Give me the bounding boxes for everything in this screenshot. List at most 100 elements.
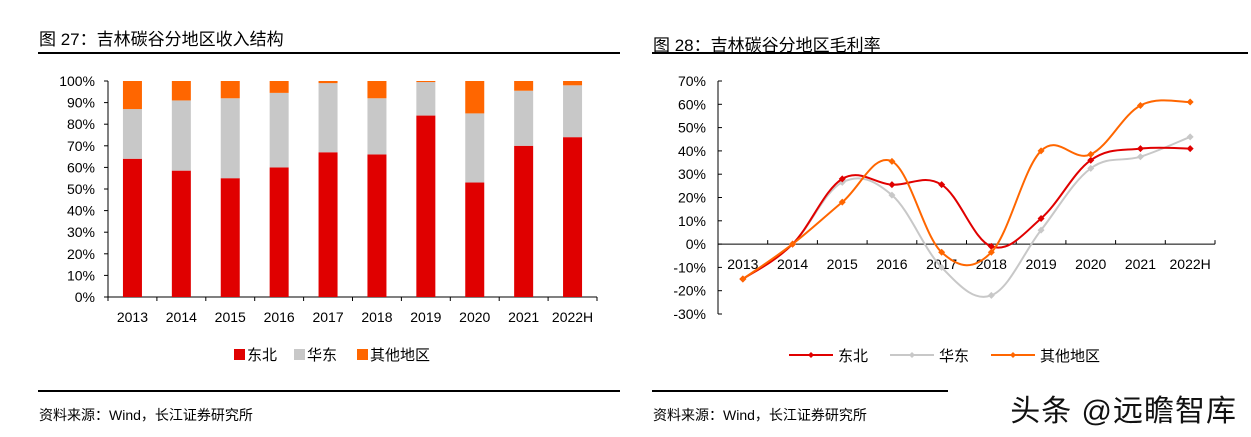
bar-northeast	[171, 170, 191, 297]
x-tick-label: 2014	[166, 309, 197, 325]
legend-marker	[909, 352, 915, 358]
y-tick-label: 50%	[67, 181, 95, 197]
x-tick-label: 2016	[264, 309, 295, 325]
legend-marker	[808, 352, 814, 358]
bar-northeast	[220, 178, 240, 297]
marker-northeast	[1186, 145, 1194, 153]
bar-east	[416, 82, 436, 116]
marker-east	[987, 291, 995, 299]
bar-east	[563, 85, 583, 138]
bar-other	[563, 81, 583, 86]
legend-swatch	[234, 349, 245, 360]
bar-other	[122, 81, 142, 110]
x-tick-label: 2014	[777, 256, 808, 272]
marker-other	[938, 248, 946, 256]
bar-other	[318, 81, 338, 84]
x-tick-label: 2018	[976, 256, 1007, 272]
bar-east	[318, 83, 338, 153]
x-tick-label: 2018	[361, 309, 392, 325]
bar-other	[514, 81, 534, 91]
y-tick-label: 30%	[678, 166, 706, 182]
legend-label: 其他地区	[370, 347, 430, 364]
legend-swatch	[357, 349, 368, 360]
left-chart-title: 图 27：吉林碳谷分地区收入结构	[39, 30, 284, 49]
marker-northeast	[1037, 214, 1045, 222]
marker-other	[1087, 150, 1095, 158]
legend-label: 东北	[838, 348, 868, 365]
marker-other	[1186, 98, 1194, 106]
legend-label: 东北	[247, 347, 277, 364]
right-chart-title: 图 28：吉林碳谷分地区毛利率	[653, 36, 881, 55]
bar-other	[171, 81, 191, 101]
marker-east	[1037, 226, 1045, 234]
bar-other	[220, 81, 240, 99]
y-tick-label: 30%	[67, 224, 95, 240]
x-tick-label: 2015	[827, 256, 858, 272]
bar-east	[220, 98, 240, 179]
marker-other	[1037, 147, 1045, 155]
y-tick-label: 60%	[67, 159, 95, 175]
legend-marker	[1010, 352, 1016, 358]
legend-label: 其他地区	[1040, 348, 1100, 365]
bar-east	[514, 90, 534, 146]
marker-east	[938, 263, 946, 271]
bar-northeast	[269, 167, 289, 297]
x-tick-label: 2020	[1075, 256, 1106, 272]
x-tick-label: 2022H	[552, 309, 593, 325]
marker-northeast	[987, 242, 995, 250]
x-tick-label: 2019	[410, 309, 441, 325]
bar-northeast	[465, 182, 485, 297]
bar-northeast	[514, 145, 534, 297]
y-tick-label: 100%	[59, 73, 95, 89]
marker-east	[1136, 153, 1144, 161]
bar-other	[269, 81, 289, 93]
x-tick-label: 2016	[876, 256, 907, 272]
left-title-rule	[38, 52, 620, 54]
y-tick-label: 70%	[678, 73, 706, 89]
gross-margin-chart: -30% -20% -10% 0% 10% 20% 30% 40% 50% 60% 70% 2013 2…	[673, 73, 1216, 365]
y-tick-label: 0%	[75, 289, 95, 305]
y-tick-label: -20%	[673, 283, 706, 299]
left-source-note: 资料来源：Wind，长江证券研究所	[39, 407, 253, 423]
y-tick-label: 60%	[678, 96, 706, 112]
legend-swatch	[294, 349, 305, 360]
x-tick-label: 2019	[1025, 256, 1056, 272]
x-tick-label: 2017	[312, 309, 343, 325]
x-tick-label: 2013	[727, 256, 758, 272]
y-tick-label: 10%	[678, 213, 706, 229]
y-tick-label: -10%	[673, 259, 706, 275]
right-panel: 图 28：吉林碳谷分地区毛利率 资料来源：Wind，长江证券研究所	[625, 0, 1251, 437]
right-title-rule	[652, 52, 1248, 54]
bar-east	[367, 98, 387, 155]
y-tick-label: 20%	[67, 246, 95, 262]
marker-other	[987, 248, 995, 256]
y-tick-label: 0%	[686, 236, 706, 252]
marker-other	[789, 240, 797, 248]
marker-northeast	[938, 181, 946, 189]
y-tick-label: 50%	[678, 120, 706, 136]
y-tick-label: 40%	[67, 203, 95, 219]
marker-northeast	[1136, 145, 1144, 153]
x-tick-label: 2021	[508, 309, 539, 325]
y-tick-label: 20%	[678, 190, 706, 206]
marker-other	[739, 275, 747, 283]
marker-northeast	[838, 175, 846, 183]
bar-east	[122, 109, 142, 159]
bar-other	[367, 81, 387, 99]
right-source-rule	[652, 390, 948, 392]
bar-northeast	[563, 137, 583, 297]
y-tick-label: 70%	[67, 138, 95, 154]
watermark: 头条 @远瞻智库	[1010, 395, 1237, 428]
marker-other	[1136, 101, 1144, 109]
right-source-note: 资料来源：Wind，长江证券研究所	[653, 407, 867, 423]
marker-other	[838, 198, 846, 206]
legend-label: 华东	[939, 348, 969, 365]
bar-northeast	[367, 154, 387, 297]
line-northeast	[742, 146, 1191, 280]
y-tick-label: 90%	[67, 95, 95, 111]
bar-northeast	[122, 158, 142, 297]
left-panel: 图 27：吉林碳谷分地区收入结构 0% 10% 20% 30% 40% 50% 60% 70%…	[0, 0, 625, 437]
x-tick-label: 2021	[1125, 256, 1156, 272]
bar-east	[465, 113, 485, 183]
marker-east	[1087, 164, 1095, 172]
